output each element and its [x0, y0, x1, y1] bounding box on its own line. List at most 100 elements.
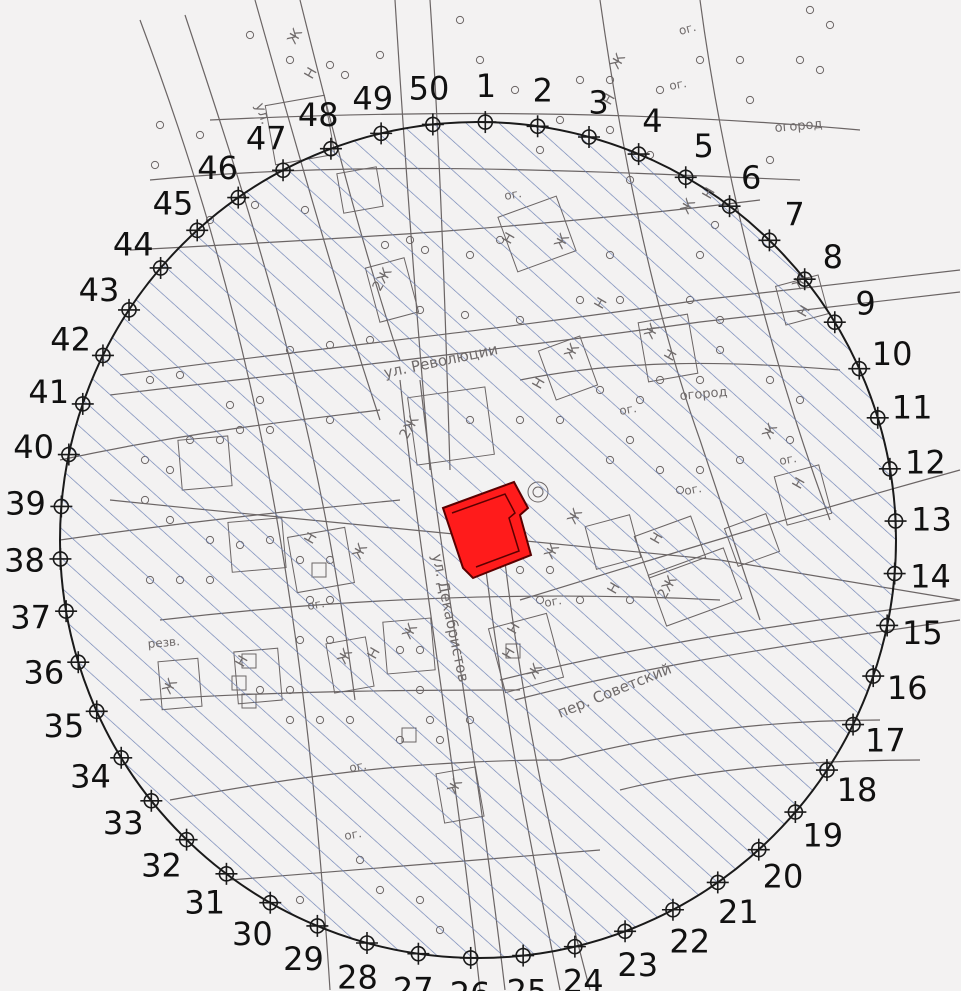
boundary-point-label: 31: [184, 884, 225, 922]
boundary-point[interactable]: 18: [815, 759, 878, 809]
boundary-point-label: 48: [298, 96, 339, 134]
boundary-point[interactable]: 24: [563, 935, 604, 995]
boundary-point[interactable]: 21: [706, 871, 759, 931]
building-code-label: Ж: [552, 231, 573, 252]
boundary-point[interactable]: 6: [718, 158, 762, 218]
boundary-point[interactable]: 4: [627, 102, 663, 166]
boundary-point[interactable]: 42: [50, 321, 114, 367]
boundary-point[interactable]: 33: [103, 789, 163, 842]
land-use-label: огород: [679, 385, 728, 404]
building-code-label: Ж: [562, 341, 583, 362]
boundary-point-label: 10: [872, 335, 913, 373]
boundary-point[interactable]: 19: [784, 801, 843, 854]
boundary-point-label: 22: [669, 923, 710, 961]
boundary-point[interactable]: 38: [4, 542, 72, 580]
boundary-point-label: 20: [763, 857, 804, 895]
boundary-point[interactable]: 8: [793, 238, 843, 291]
boundary-point-label: 13: [911, 500, 952, 538]
boundary-point-label: 38: [4, 542, 45, 580]
boundary-point[interactable]: 41: [28, 373, 94, 415]
boundary-point[interactable]: 39: [5, 485, 73, 523]
boundary-point-label: 30: [232, 915, 273, 953]
boundary-point-label: 37: [10, 598, 51, 636]
boundary-point[interactable]: 5: [674, 127, 714, 189]
land-use-label: огород: [774, 117, 823, 136]
boundary-point-label: 7: [784, 196, 804, 234]
boundary-point[interactable]: 2: [526, 72, 553, 138]
building-code-label: Ж: [160, 676, 181, 697]
building-code-label: Ж: [542, 541, 563, 562]
boundary-point-label: 23: [617, 946, 658, 984]
boundary-point-label: 33: [103, 804, 144, 842]
boundary-point-label: 27: [393, 970, 434, 991]
boundary-point-label: 12: [905, 444, 946, 482]
boundary-point[interactable]: 49: [352, 79, 393, 145]
boundary-point[interactable]: 47: [246, 119, 295, 182]
boundary-point[interactable]: 40: [13, 428, 80, 466]
boundary-point[interactable]: 32: [141, 828, 198, 885]
boundary-point[interactable]: 9: [823, 284, 876, 334]
boundary-point-label: 50: [409, 70, 450, 108]
land-use-label: ог.: [503, 186, 523, 203]
building-code-label: Ж: [642, 321, 663, 342]
boundary-point-label: 14: [910, 557, 951, 595]
boundary-point[interactable]: 44: [113, 226, 172, 279]
boundary-point[interactable]: 43: [79, 271, 141, 321]
boundary-point-label: 19: [802, 816, 843, 854]
boundary-point[interactable]: 22: [661, 898, 710, 961]
boundary-point-label: 26: [450, 975, 491, 991]
boundary-point[interactable]: 28: [337, 931, 378, 995]
boundary-point-label: 45: [153, 185, 194, 223]
boundary-point-label: 1: [476, 67, 496, 105]
boundary-point[interactable]: 1: [474, 67, 497, 134]
boundary-point[interactable]: 14: [883, 557, 951, 595]
boundary-point[interactable]: 29: [283, 914, 329, 978]
boundary-point[interactable]: 3: [578, 83, 609, 149]
boundary-point[interactable]: 11: [866, 388, 933, 429]
boundary-point[interactable]: 37: [10, 598, 78, 636]
boundary-point[interactable]: 15: [876, 614, 943, 652]
boundary-point-label: 17: [865, 721, 906, 759]
boundary-point[interactable]: 31: [184, 862, 238, 922]
boundary-point[interactable]: 10: [848, 335, 912, 380]
boundary-points: 1 2 3 4567891011121314151617181920212223242…: [4, 67, 952, 995]
boundary-point[interactable]: 13: [884, 500, 952, 538]
boundary-point-label: 24: [563, 963, 604, 991]
boundary-point-label: 34: [70, 758, 111, 796]
land-use-label: ог.: [343, 826, 363, 843]
boundary-point[interactable]: 36: [23, 651, 90, 692]
building-code-label: Ж: [565, 506, 586, 527]
boundary-point-label: 16: [887, 669, 928, 707]
building-code-label: Ж: [350, 541, 371, 562]
boundary-point[interactable]: 26: [450, 946, 491, 995]
boundary-point[interactable]: 34: [70, 746, 133, 796]
boundary-point[interactable]: 50: [409, 70, 450, 136]
boundary-point-label: 3: [588, 83, 608, 121]
boundary-point[interactable]: 17: [842, 713, 906, 760]
boundary-point-label: 6: [741, 158, 761, 196]
heritage-building-inner-outline: [451, 493, 520, 568]
boundary-point-label: 49: [352, 79, 393, 117]
boundary-point-label: 39: [5, 485, 46, 523]
boundary-point[interactable]: 46: [197, 149, 250, 209]
boundary-point[interactable]: 25: [507, 944, 548, 995]
land-use-label: ог.: [778, 451, 798, 468]
boundary-point[interactable]: 35: [44, 700, 108, 745]
land-use-label: ог.: [668, 76, 688, 93]
boundary-point-label: 21: [718, 893, 759, 931]
boundary-point[interactable]: 30: [232, 891, 282, 953]
land-use-label: ог.: [306, 596, 326, 613]
boundary-point[interactable]: 7: [758, 196, 805, 252]
boundary-point[interactable]: 45: [153, 185, 209, 242]
boundary-point-label: 18: [837, 771, 878, 809]
boundary-point[interactable]: 16: [862, 665, 928, 707]
boundary-point[interactable]: 23: [614, 920, 658, 984]
boundary-point-label: 9: [855, 284, 875, 322]
boundary-point[interactable]: 48: [298, 96, 342, 160]
boundary-point[interactable]: 20: [747, 838, 804, 896]
land-use-label: ог.: [543, 593, 563, 610]
boundary-point[interactable]: 12: [878, 444, 946, 482]
boundary-point-label: 40: [13, 428, 54, 466]
land-use-label: ог.: [677, 20, 697, 38]
boundary-point-label: 15: [902, 614, 943, 652]
